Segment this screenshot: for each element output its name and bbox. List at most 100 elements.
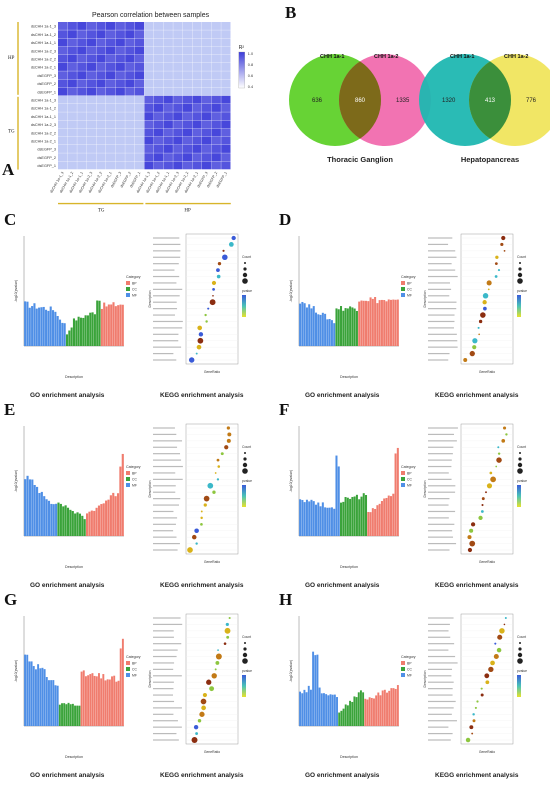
heatmap-cell [58, 112, 68, 121]
go-caption: GO enrichment analysis [305, 772, 380, 779]
go-bar [91, 312, 94, 346]
go-legend-title: Category [126, 655, 141, 659]
go-bar [110, 304, 113, 346]
go-bar [88, 511, 91, 536]
heatmap-cell [86, 136, 97, 145]
kegg-term-label [153, 314, 175, 316]
go-bar [333, 508, 336, 536]
kegg-term-label [153, 668, 174, 670]
kegg-dot [200, 510, 203, 513]
go-legend-swatch [401, 483, 405, 487]
heatmap-cell [58, 95, 68, 104]
go-bar [89, 312, 92, 346]
go-bar [65, 334, 69, 346]
go-bar [346, 308, 349, 346]
heatmap-cell [106, 22, 116, 30]
venn-title: Hepatopancreas [461, 155, 519, 164]
kegg-term-label [153, 453, 181, 455]
heatmap-cell [106, 112, 116, 121]
kegg-term-label [153, 433, 177, 436]
kegg-x-label: GeneRatio [204, 560, 220, 564]
go-bar [69, 704, 72, 726]
panel-letter: E [4, 400, 16, 419]
kegg-term-label [428, 720, 457, 722]
heatmap-cell [211, 54, 221, 63]
kegg-term-label [153, 427, 175, 429]
heatmap-cell [115, 79, 125, 88]
kegg-dot [497, 634, 503, 640]
go-legend-swatch [126, 281, 130, 285]
heatmap-cell [86, 38, 97, 47]
heatmap-cell [77, 112, 87, 121]
heatmap-cell [163, 112, 173, 121]
go-bar [83, 519, 86, 536]
heatmap-cell [86, 112, 97, 121]
go-bar [36, 486, 39, 536]
panel-letter: G [4, 590, 18, 609]
heatmap-cell [125, 30, 135, 39]
kegg-term-label [153, 308, 178, 310]
kegg-term-label [153, 485, 176, 487]
kegg-dot [200, 698, 207, 705]
heatmap-cell [182, 38, 193, 47]
go-bar [333, 694, 336, 726]
go-caption: GO enrichment analysis [305, 582, 380, 589]
heatmap-cell [144, 46, 154, 55]
go-bar [394, 453, 397, 536]
heatmap-cell [115, 46, 125, 55]
go-bar [87, 675, 90, 726]
kegg-legend: Count pvalue [517, 445, 527, 507]
go-bar [342, 310, 345, 346]
go-bar [353, 696, 356, 726]
kegg-term-label [153, 250, 181, 252]
go-bar [316, 654, 319, 726]
go-bar [26, 475, 29, 536]
kegg-term-label [428, 630, 449, 632]
kegg-dot [217, 465, 221, 468]
venn-left-label: CHH 1a-1 [320, 54, 344, 60]
heatmap-cell [221, 30, 231, 39]
heatmap-cell [67, 46, 77, 55]
go-bar [38, 493, 41, 536]
go-bar [319, 314, 322, 346]
go-bar [315, 504, 318, 536]
panel-letter: C [4, 210, 17, 229]
heatmap-cell [125, 54, 135, 63]
kegg-term-label [428, 517, 449, 519]
kegg-term-label [153, 549, 178, 551]
kegg-term-label [153, 542, 180, 545]
heatmap-cell [221, 153, 231, 162]
heatmap-cell [154, 46, 164, 55]
heatmap-cell [106, 145, 116, 153]
go-bar [330, 320, 333, 346]
go-bar [66, 507, 70, 536]
go-bar [93, 510, 96, 536]
group-label-bottom-tg: TG [98, 209, 105, 214]
kegg-term-label [153, 352, 174, 355]
heatmap-cell [182, 87, 193, 96]
kegg-dot [482, 300, 487, 305]
go-bar [48, 680, 50, 726]
kegg-count-dot [244, 262, 246, 264]
go-legend-title: Category [401, 655, 416, 659]
go-bar [113, 675, 116, 726]
kegg-y-label: Description [148, 290, 152, 307]
heatmap-cell [221, 22, 231, 30]
venn-overlap-count: 413 [485, 98, 496, 104]
heatmap-row-label: dsCHH 1a-1_1 [31, 41, 56, 45]
kegg-dot [484, 673, 490, 679]
go-bar [351, 496, 354, 536]
heatmap-cell [182, 136, 193, 145]
kegg-dot [478, 333, 480, 336]
kegg-y-label: Description [423, 480, 427, 497]
go-bar [31, 306, 34, 346]
go-bar [394, 299, 397, 346]
heatmap-cell [202, 112, 212, 121]
go-bar [45, 677, 48, 726]
kegg-count-title: Count [242, 445, 251, 449]
go-bar [38, 307, 41, 346]
go-bar [340, 306, 343, 346]
heatmap-cell [154, 54, 164, 63]
heatmap-cell [192, 71, 202, 80]
kegg-dot [226, 438, 231, 443]
